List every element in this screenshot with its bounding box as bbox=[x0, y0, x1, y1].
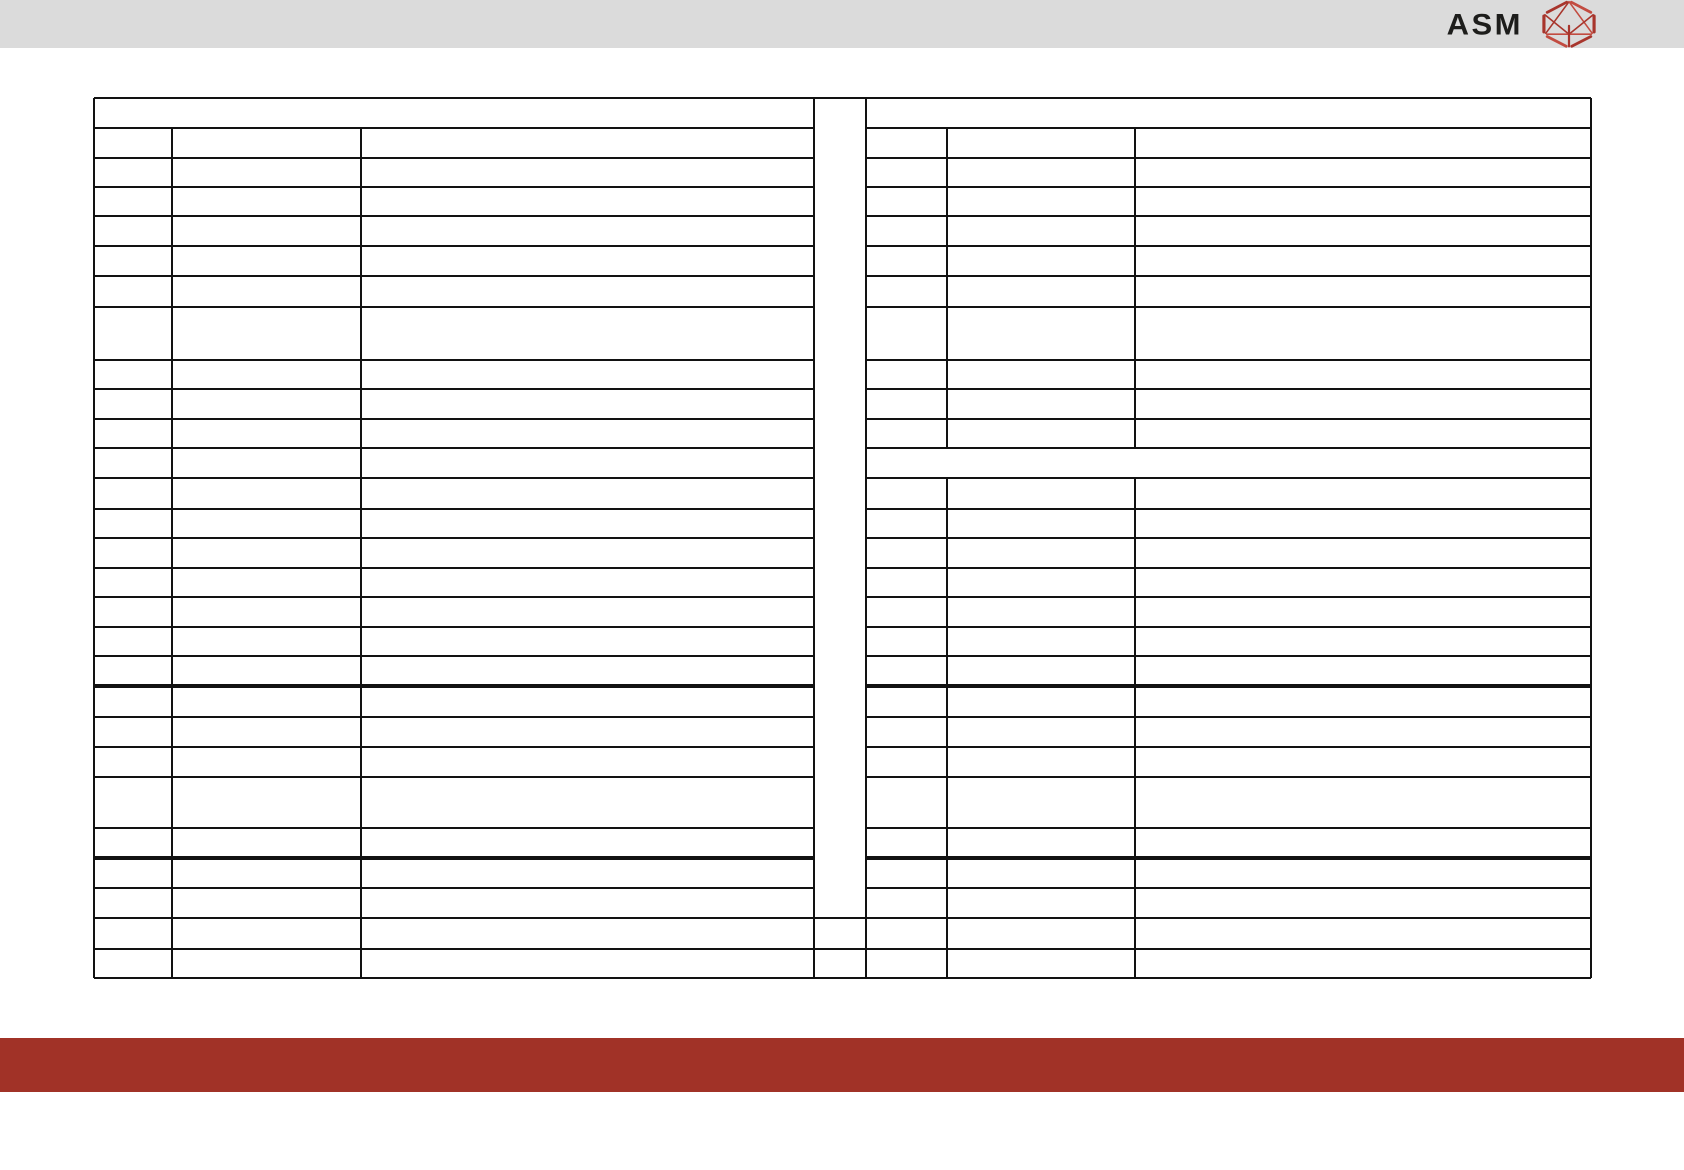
footer-bar bbox=[0, 1038, 1684, 1092]
gridline-horizontal bbox=[94, 186, 814, 188]
gridline-horizontal bbox=[94, 746, 814, 748]
gridline-horizontal bbox=[866, 388, 1591, 390]
gridline-horizontal bbox=[94, 917, 1591, 919]
gridline-horizontal bbox=[866, 626, 1591, 628]
gridline-horizontal bbox=[866, 684, 1591, 688]
gridline-vertical bbox=[946, 478, 948, 978]
gridline-horizontal bbox=[94, 776, 814, 778]
asm-logo: ASM bbox=[1447, 0, 1598, 50]
asm-logo-text: ASM bbox=[1446, 7, 1523, 41]
gridline-horizontal bbox=[866, 418, 1591, 420]
gridline-horizontal bbox=[866, 655, 1591, 657]
gridline-horizontal bbox=[866, 567, 1591, 569]
gridline-horizontal bbox=[94, 359, 814, 361]
gridline-horizontal bbox=[94, 716, 814, 718]
gridline-horizontal bbox=[94, 127, 814, 129]
gridline-horizontal bbox=[94, 477, 814, 479]
gridline-horizontal bbox=[94, 388, 814, 390]
gridline-horizontal bbox=[866, 157, 1591, 159]
gridline-horizontal bbox=[866, 508, 1591, 510]
gridline-horizontal bbox=[94, 626, 814, 628]
gridline-horizontal bbox=[94, 684, 814, 688]
gridline-horizontal bbox=[866, 306, 1591, 308]
gridline-horizontal bbox=[94, 245, 814, 247]
gridline-horizontal bbox=[866, 746, 1591, 748]
gridline-horizontal bbox=[94, 447, 814, 449]
asm-polyhedron-icon bbox=[1542, 0, 1596, 48]
gridline-horizontal bbox=[94, 306, 814, 308]
gridline-horizontal bbox=[866, 186, 1591, 188]
gridline-horizontal bbox=[866, 447, 1591, 449]
gridline-horizontal bbox=[94, 655, 814, 657]
gridline-horizontal bbox=[94, 567, 814, 569]
gridline-vertical bbox=[360, 128, 362, 978]
gridline-horizontal bbox=[866, 477, 1591, 479]
gridline-horizontal bbox=[866, 716, 1591, 718]
center-gap-column bbox=[814, 98, 866, 978]
gridline-horizontal bbox=[94, 976, 1591, 980]
gridline-horizontal bbox=[866, 275, 1591, 277]
gridline-horizontal bbox=[94, 157, 814, 159]
gridline-vertical bbox=[946, 128, 948, 448]
gridline-horizontal bbox=[94, 887, 814, 889]
gridline-horizontal bbox=[94, 418, 814, 420]
gridline-vertical bbox=[92, 98, 96, 978]
gridline-horizontal bbox=[866, 776, 1591, 778]
gridline-horizontal bbox=[866, 887, 1591, 889]
gridline-vertical bbox=[865, 98, 867, 978]
gridline-horizontal bbox=[94, 856, 814, 860]
gridline-horizontal bbox=[94, 827, 814, 829]
gridline-horizontal bbox=[866, 827, 1591, 829]
gridline-vertical bbox=[1134, 128, 1136, 448]
gridline-vertical bbox=[171, 128, 173, 978]
gridline-horizontal bbox=[866, 537, 1591, 539]
gridline-horizontal bbox=[866, 856, 1591, 860]
gridline-horizontal bbox=[866, 245, 1591, 247]
header-bar: ASM bbox=[0, 0, 1684, 48]
gridline-vertical bbox=[1134, 478, 1136, 978]
gridline-horizontal bbox=[866, 596, 1591, 598]
form-sheet bbox=[92, 96, 1593, 980]
gridline-horizontal bbox=[866, 127, 1591, 129]
gridline-horizontal bbox=[866, 215, 1591, 217]
gridline-horizontal bbox=[94, 948, 1591, 950]
gridline-horizontal bbox=[94, 96, 1591, 100]
gridline-horizontal bbox=[94, 508, 814, 510]
gridline-horizontal bbox=[94, 596, 814, 598]
gridline-horizontal bbox=[94, 275, 814, 277]
gridline-horizontal bbox=[866, 359, 1591, 361]
gridline-horizontal bbox=[94, 215, 814, 217]
gridline-horizontal bbox=[94, 537, 814, 539]
